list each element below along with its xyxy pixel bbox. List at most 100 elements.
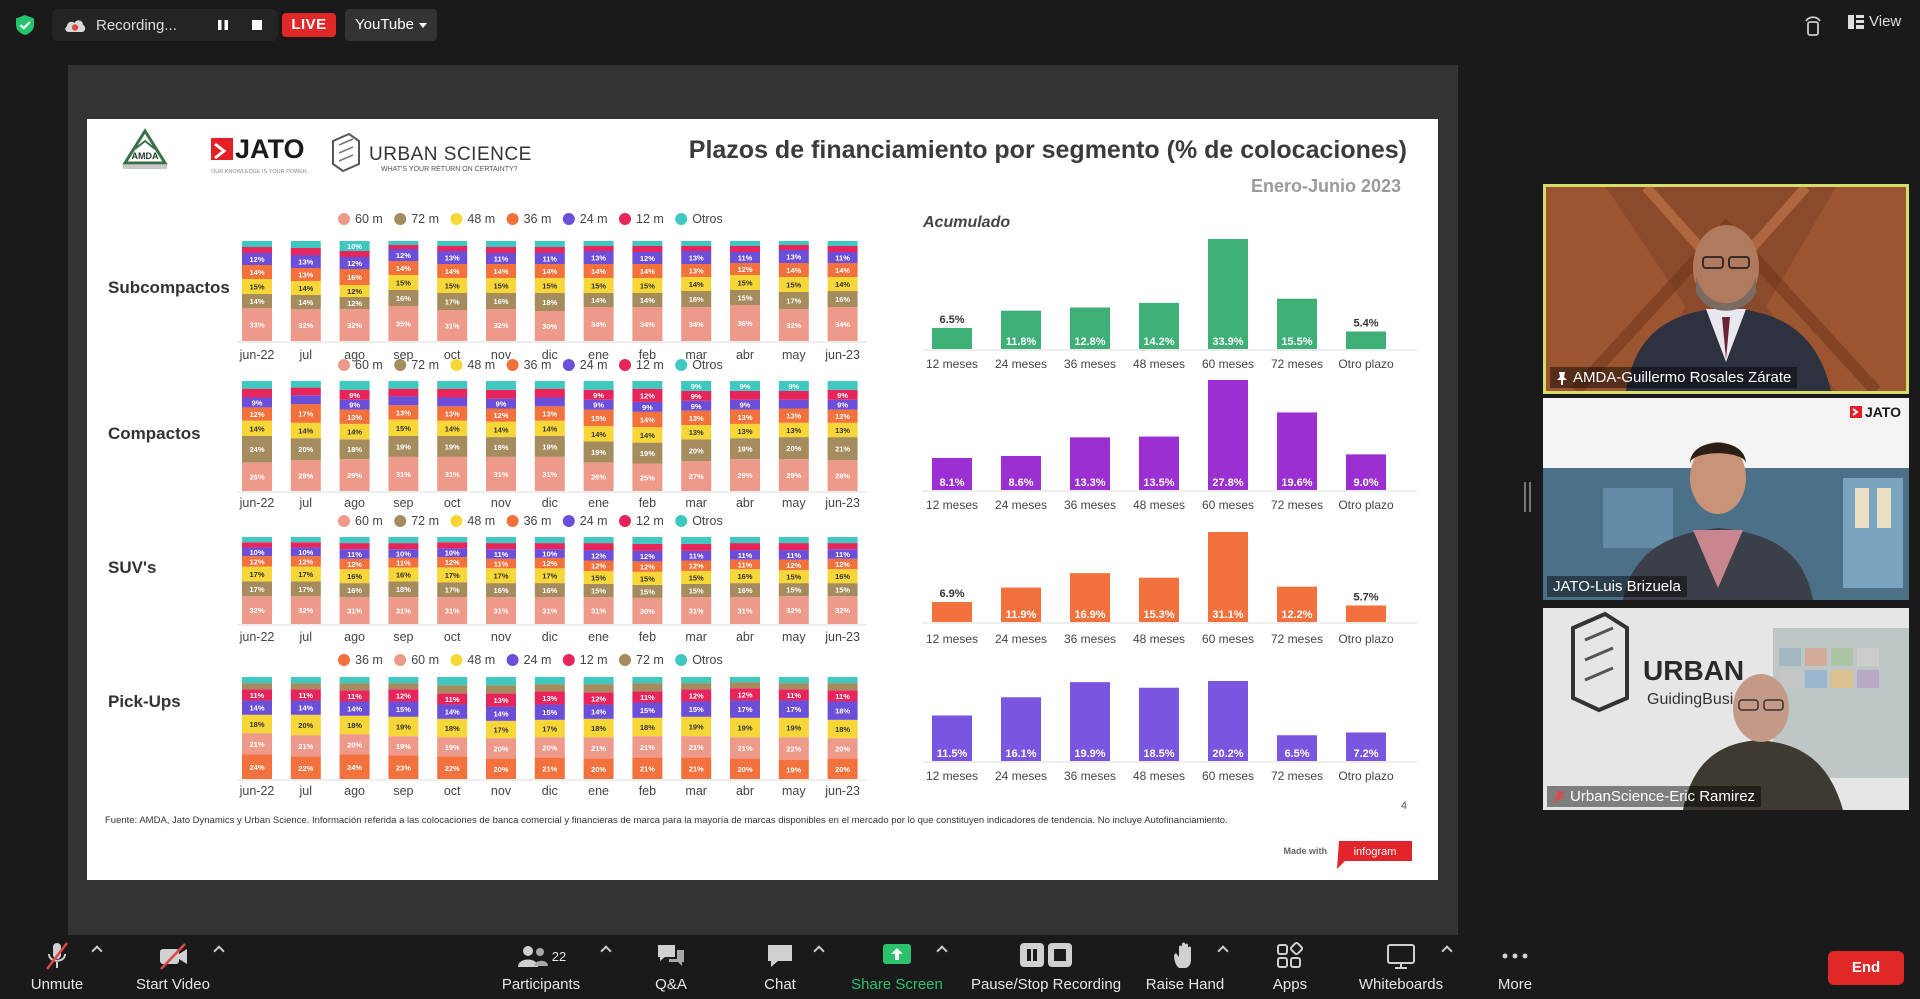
accumulated-bar (1001, 697, 1041, 761)
stacked-bar-segment (437, 388, 468, 398)
qa-button[interactable]: Q&A (646, 935, 696, 999)
stacked-bar-segment (730, 438, 760, 460)
category-tick-label: jun-22 (239, 496, 275, 510)
stacked-bar-segment (827, 291, 858, 307)
apps-button[interactable]: Apps (1265, 935, 1315, 999)
stacked-bar-segment (583, 381, 614, 390)
view-button[interactable]: View (1848, 13, 1901, 30)
data-label: 35% (396, 320, 411, 329)
device-switch-icon[interactable] (1803, 14, 1823, 36)
panel-resize-handle-2[interactable] (1529, 482, 1531, 512)
stacked-bar-segment (632, 683, 663, 692)
security-shield-icon[interactable] (14, 14, 36, 36)
stacked-bar-segment (242, 566, 272, 582)
stop-recording-icon[interactable] (250, 19, 264, 31)
slide-page-number: 4 (1401, 800, 1407, 812)
data-label: 15% (542, 708, 557, 717)
stacked-bar-segment (730, 700, 760, 718)
stacked-bar-segment (388, 567, 419, 582)
stacked-bar-segment (437, 704, 468, 719)
pause-stop-recording-button[interactable]: Pause/Stop Recording (966, 935, 1126, 999)
urban-wall-sign: URBAN (1643, 655, 1744, 686)
stacked-bar-segment (290, 700, 321, 715)
stacked-bar-segment (290, 460, 321, 491)
presentation-slide: AMDA JATO OUR KNOWLEDGE IS YOUR POWER UR… (87, 119, 1438, 880)
data-label: 19% (786, 765, 801, 774)
accumulated-data-label: 18.5% (1143, 748, 1174, 760)
accumulated-bar (1346, 732, 1386, 761)
pause-recording-icon[interactable] (216, 19, 230, 31)
stacked-bar-segment (486, 408, 516, 422)
chat-button[interactable]: Chat (755, 935, 805, 999)
stacked-bar-segment (632, 264, 663, 278)
stacked-bar-segment (290, 677, 321, 684)
infogram-badge[interactable]: infogram (1337, 841, 1412, 869)
video-tile-eric[interactable]: URBAN GuidingBusi UrbanScience-Eric Rami… (1543, 608, 1909, 810)
data-label: 14% (249, 268, 264, 277)
start-video-label: Start Video (136, 976, 210, 993)
category-tick-label: sep (393, 496, 413, 510)
data-label: 31% (396, 470, 411, 479)
start-video-button[interactable]: Start Video (133, 935, 213, 999)
data-label: 12% (737, 265, 752, 274)
stacked-bar-segment (290, 404, 321, 423)
data-label: 14% (542, 267, 557, 276)
chat-options-caret[interactable] (813, 945, 825, 957)
data-label: 16% (347, 273, 362, 282)
stacked-bar-segment (486, 421, 516, 438)
stacked-bar-segment (486, 293, 516, 309)
legend-swatch (619, 654, 631, 666)
raise-hand-button[interactable]: Raise Hand (1144, 935, 1226, 999)
stacked-bar-segment (388, 405, 419, 420)
stacked-bar-segment (827, 677, 858, 684)
share-screen-button[interactable]: Share Screen (850, 935, 944, 999)
stacked-bar-segment (534, 691, 565, 705)
data-label: 32% (835, 606, 850, 615)
panel-resize-handle[interactable] (1524, 482, 1526, 512)
stacked-bar-segment (290, 438, 321, 461)
stacked-bar-segment (388, 419, 419, 436)
accumulated-category-label: 48 meses (1133, 357, 1185, 371)
accumulated-data-label: 8.6% (1008, 477, 1033, 489)
participants-options-caret[interactable] (600, 945, 612, 957)
more-button[interactable]: More (1490, 935, 1540, 999)
video-tile-luis[interactable]: JATO JATO-Luis Brizuela (1543, 398, 1909, 600)
data-label: 15% (591, 414, 606, 423)
data-label: 21% (689, 764, 704, 773)
jato-tagline: OUR KNOWLEDGE IS YOUR POWER (211, 169, 307, 175)
stacked-bar-segment (388, 249, 419, 261)
stacked-bar-segment (730, 688, 760, 701)
stacked-bar-segment (827, 558, 858, 570)
participants-button[interactable]: 22 Participants (500, 935, 582, 999)
audio-options-caret[interactable] (91, 945, 103, 957)
data-label: 15% (835, 586, 850, 595)
stacked-bar-segment (486, 706, 516, 721)
video-options-caret[interactable] (213, 945, 225, 957)
data-label: 16% (689, 295, 704, 304)
stacked-bar-segment (388, 716, 419, 737)
stacked-bar-segment (339, 583, 370, 598)
data-label: 12% (689, 562, 704, 571)
accumulated-category-label: 72 meses (1271, 498, 1323, 512)
data-label: 25% (640, 473, 655, 482)
end-meeting-button[interactable]: End (1828, 951, 1904, 985)
stream-target-dropdown[interactable]: YouTube (345, 9, 437, 41)
data-label: 12% (591, 551, 606, 560)
stacked-bar-segment (681, 597, 712, 624)
stacked-bar-segment (778, 292, 809, 309)
stacked-bar-segment (778, 683, 809, 690)
stacked-bar-segment (827, 596, 858, 624)
data-label: 12% (396, 691, 411, 700)
stacked-bar-segment (632, 702, 663, 718)
stacked-bar-segment (681, 277, 712, 291)
stacked-bar-segment (534, 719, 565, 738)
data-label: 34% (640, 320, 655, 329)
data-label: 22% (298, 764, 313, 773)
whiteboards-button[interactable]: Whiteboards (1355, 935, 1447, 999)
stacked-bar-segment (632, 427, 663, 443)
accumulated-category-label: 24 meses (995, 357, 1047, 371)
video-tile-guillermo[interactable]: AMDA-Guillermo Rosales Zárate (1543, 184, 1909, 394)
unmute-button[interactable]: Unmute (22, 935, 92, 999)
stacked-bar-segment (534, 549, 565, 558)
stacked-bar-segment (242, 733, 272, 755)
